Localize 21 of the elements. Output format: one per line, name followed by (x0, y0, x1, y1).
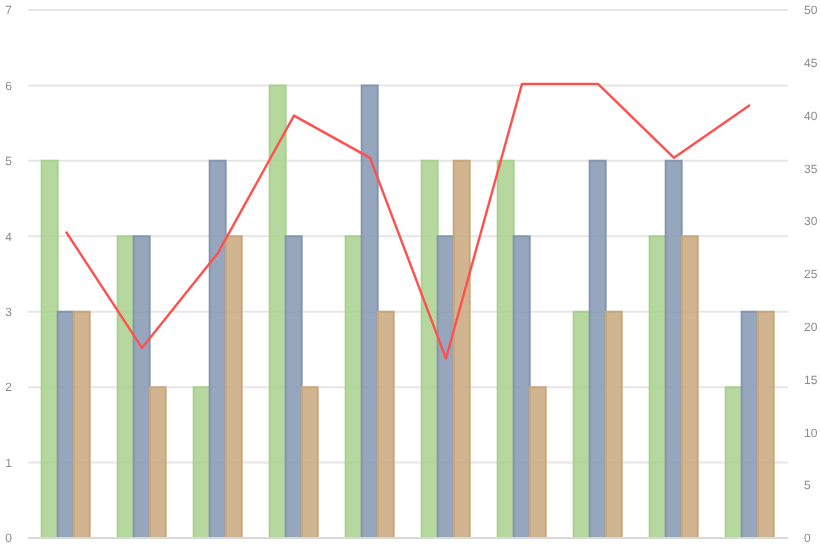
bar (300, 386, 319, 538)
bar (132, 235, 151, 538)
bar (496, 159, 515, 538)
bar (452, 159, 471, 538)
bar (604, 310, 623, 538)
bar (360, 84, 379, 538)
bar (680, 235, 699, 538)
line-series (64, 82, 752, 360)
bar (148, 386, 167, 538)
bar (284, 235, 303, 538)
bar (224, 235, 243, 538)
bar (588, 159, 607, 538)
bar (512, 235, 531, 538)
bar (528, 386, 547, 538)
bar (72, 310, 91, 538)
bar (268, 84, 287, 538)
bar (208, 159, 227, 538)
bar (756, 310, 775, 538)
bar (40, 159, 59, 538)
bar (664, 159, 683, 538)
bar (376, 310, 395, 538)
